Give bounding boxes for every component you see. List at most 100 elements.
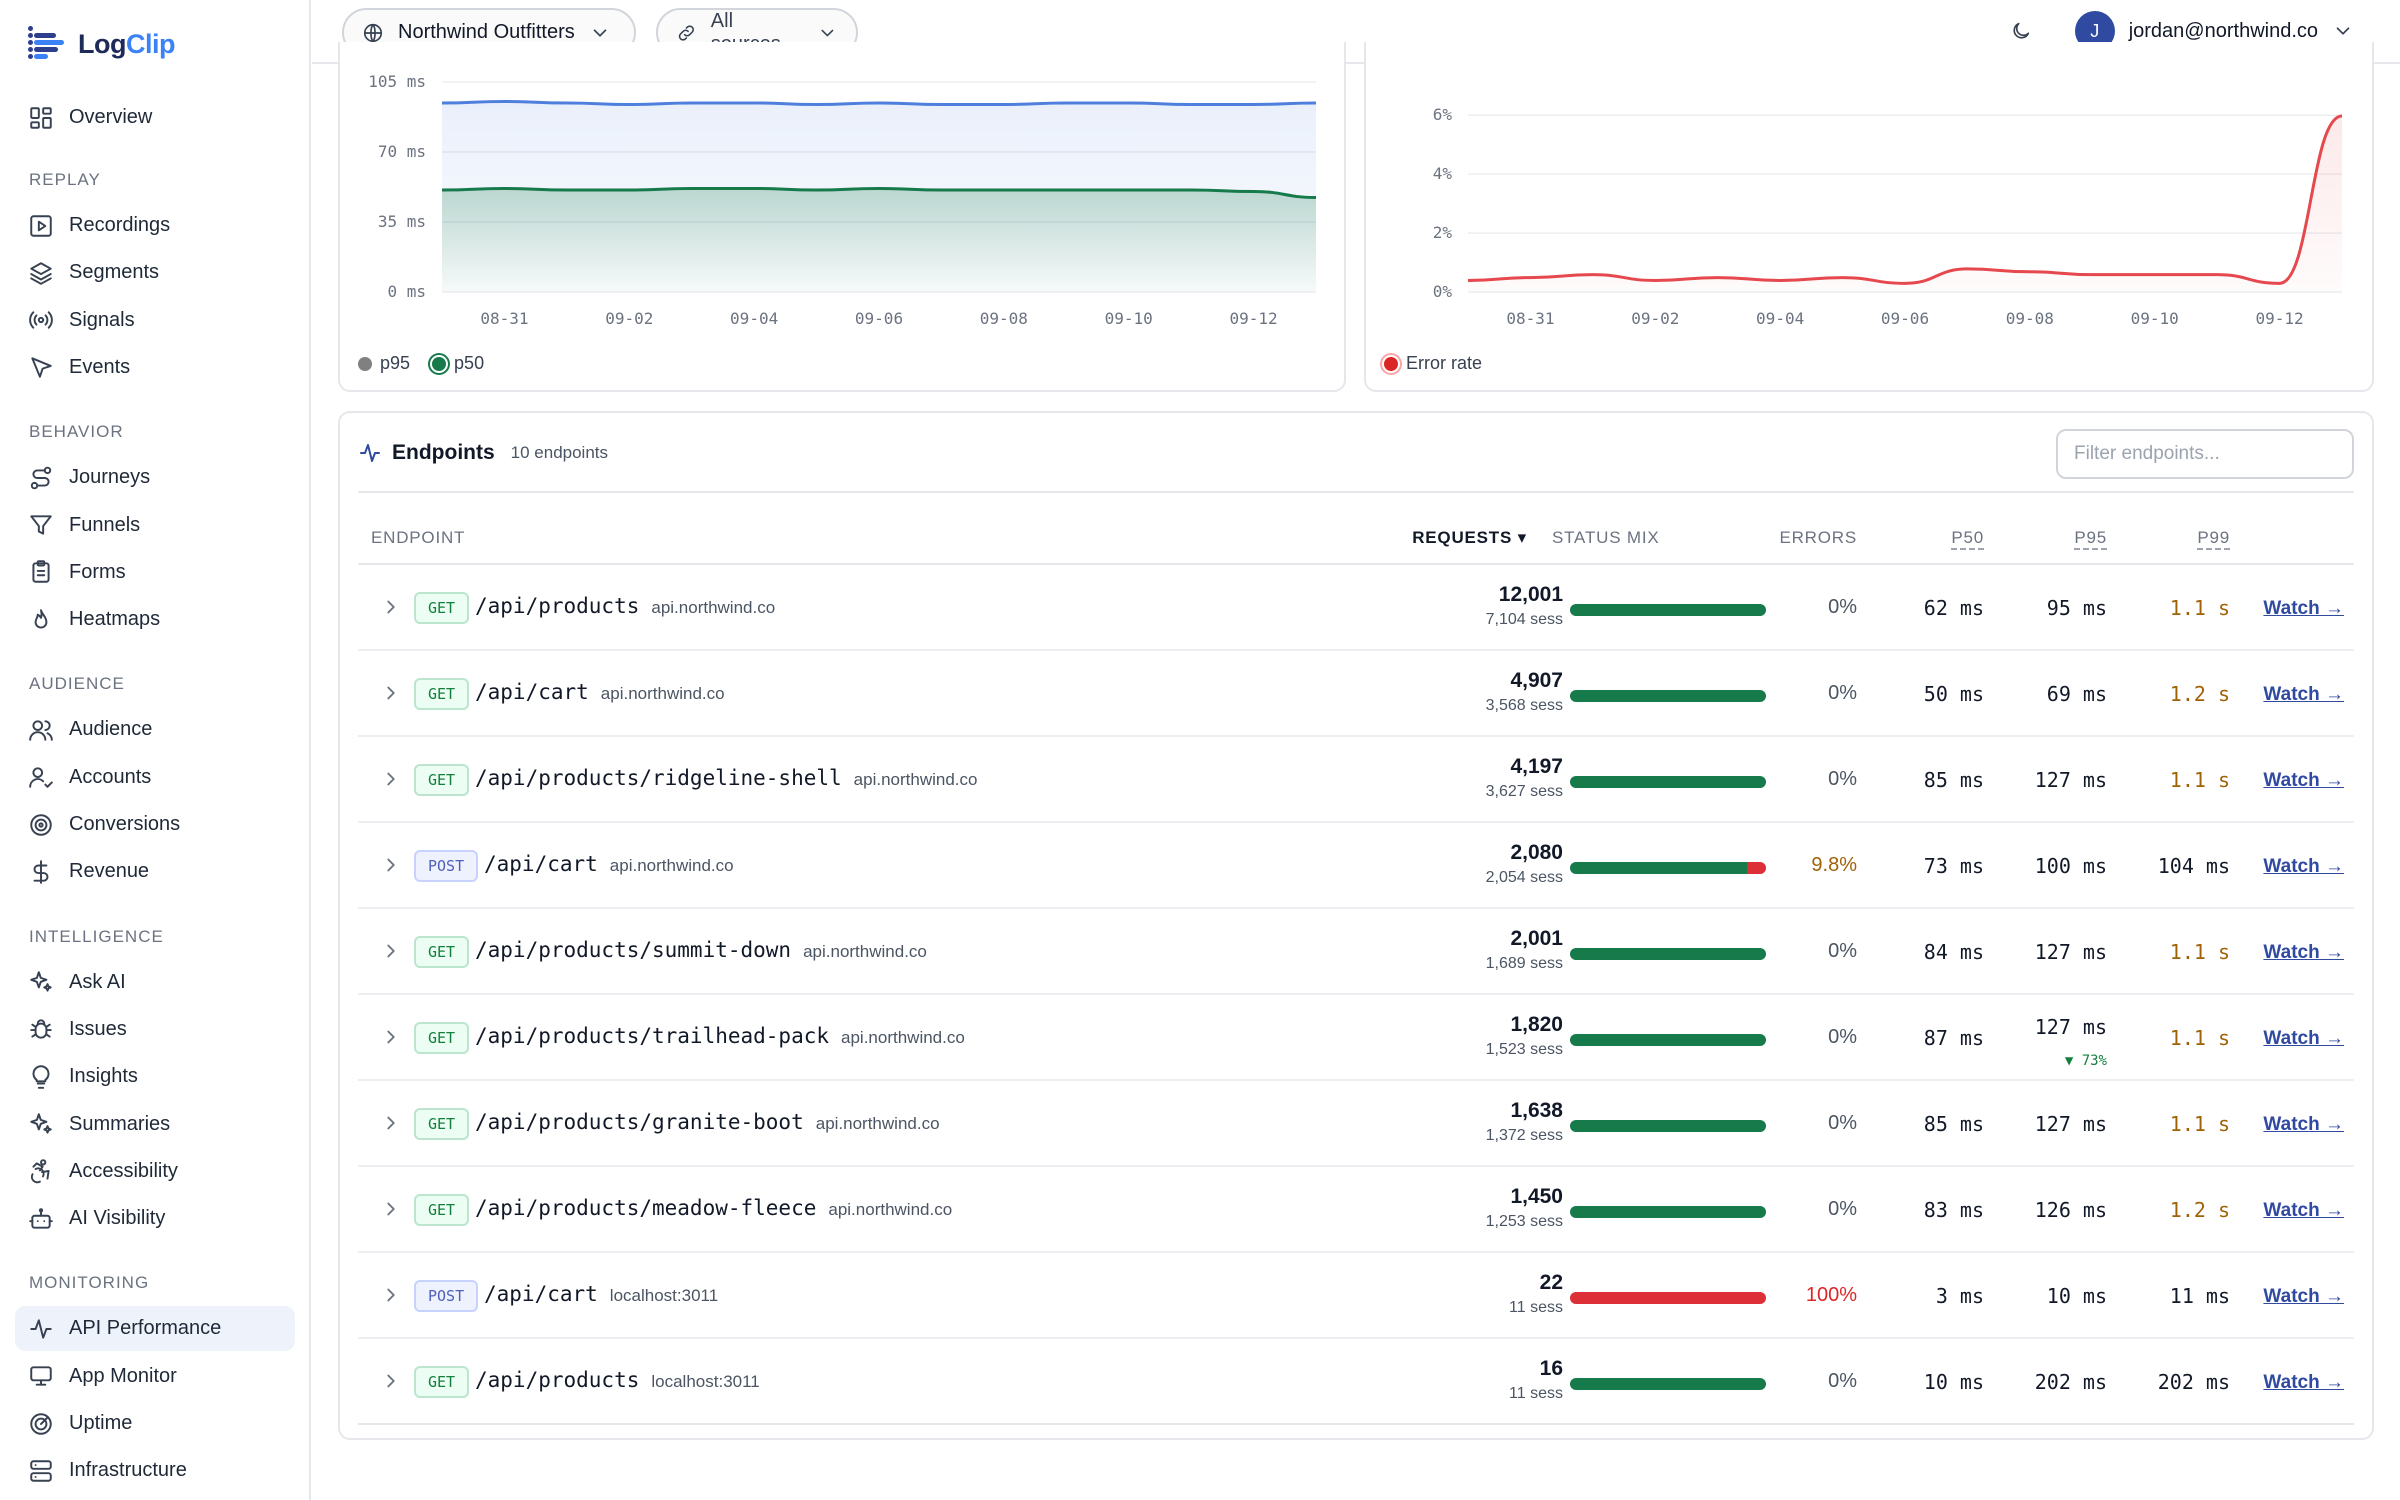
sidebar-item-accounts[interactable]: Accounts (15, 755, 295, 800)
expand-row-button[interactable] (380, 854, 402, 876)
expand-row-button[interactable] (380, 1370, 402, 1392)
play-square-icon (27, 212, 55, 240)
sidebar-item-signals[interactable]: Signals (15, 298, 295, 343)
theme-toggle-button[interactable] (2010, 20, 2032, 47)
table-row[interactable]: GET/api/products/ridgeline-shell api.nort… (358, 737, 2354, 823)
logo[interactable]: LogClip (28, 24, 175, 64)
x-tick-label: 09-12 (2255, 309, 2303, 328)
p50-latency: 3 ms (1935, 1284, 1984, 1308)
method-badge: POST (414, 850, 479, 882)
watch-link[interactable]: Watch → (2263, 1372, 2344, 1393)
sidebar-item-uptime[interactable]: Uptime (15, 1401, 295, 1446)
sidebar-item-label: Summaries (69, 1112, 171, 1135)
sidebar-item-accessibility[interactable]: Accessibility (15, 1149, 295, 1194)
server-icon (27, 1457, 55, 1485)
expand-row-button[interactable] (380, 1112, 402, 1134)
method-badge: GET (414, 1108, 470, 1140)
legend-item-p95[interactable]: p95 (358, 353, 410, 374)
sidebar-item-ask-ai[interactable]: Ask AI (15, 960, 295, 1005)
sidebar-item-audience[interactable]: Audience (15, 707, 295, 752)
watch-link[interactable]: Watch → (2263, 856, 2344, 877)
sidebar-item-summaries[interactable]: Summaries (15, 1102, 295, 1147)
error-rate: 0% (1828, 1198, 1857, 1220)
column-header-requests[interactable]: REQUESTS ▾ (1412, 528, 1527, 547)
legend-item-error-rate[interactable]: Error rate (1384, 353, 1482, 374)
p95-delta: ▼ 73% (2064, 1053, 2107, 1069)
endpoint-path: /api/cart api.northwind.co (484, 852, 734, 876)
series-line-error-rate[interactable] (1467, 114, 2343, 285)
watch-link[interactable]: Watch → (2263, 1114, 2344, 1135)
column-header-p50[interactable]: P50 (1951, 528, 1984, 550)
sidebar-item-api-performance[interactable]: API Performance (15, 1306, 295, 1352)
sidebar-item-label: Events (69, 355, 131, 378)
watch-link[interactable]: Watch → (2263, 1028, 2344, 1049)
expand-row-button[interactable] (380, 768, 402, 790)
expand-row-button[interactable] (380, 1026, 402, 1048)
expand-row-button[interactable] (380, 596, 402, 618)
expand-row-button[interactable] (380, 940, 402, 962)
request-count: 1,820 (1510, 1013, 1563, 1036)
table-row[interactable]: GET/api/products/trailhead-pack api.north… (358, 995, 2354, 1081)
series-line-p95[interactable] (441, 99, 1317, 107)
sidebar-item-infrastructure[interactable]: Infrastructure (15, 1448, 295, 1493)
requests-cell: 12,001 7,104 sess (1486, 583, 1563, 629)
link-icon (678, 24, 694, 41)
watch-link[interactable]: Watch → (2263, 770, 2344, 791)
watch-link[interactable]: Watch → (2263, 598, 2344, 619)
status-mix-bar (1570, 776, 1766, 788)
watch-link[interactable]: Watch → (2263, 1200, 2344, 1221)
error-rate: 0% (1828, 940, 1857, 962)
table-row[interactable]: GET/api/products/granite-boot api.northwi… (358, 1081, 2354, 1167)
legend-item-p50[interactable]: p50 (432, 353, 484, 374)
expand-row-button[interactable] (380, 1198, 402, 1220)
sidebar-item-issues[interactable]: Issues (15, 1007, 295, 1052)
endpoint-path: /api/cart api.northwind.co (475, 680, 725, 704)
expand-row-button[interactable] (380, 1284, 402, 1306)
column-header-status-mix[interactable]: STATUS MIX (1552, 528, 1660, 547)
sidebar-item-journeys[interactable]: Journeys (15, 455, 295, 500)
watch-link[interactable]: Watch → (2263, 942, 2344, 963)
table-row[interactable]: POST/api/cart localhost:3011 22 11 sess 100%… (358, 1253, 2354, 1339)
table-row[interactable]: GET/api/products localhost:3011 16 11 sess 0… (358, 1339, 2354, 1425)
column-header-errors[interactable]: ERRORS (1779, 528, 1857, 547)
sidebar-item-forms[interactable]: Forms (15, 550, 295, 595)
sidebar-item-conversions[interactable]: Conversions (15, 802, 295, 847)
method-badge: GET (414, 1366, 470, 1398)
status-mix-ok (1570, 1034, 1766, 1046)
series-line-p50[interactable] (441, 186, 1317, 199)
request-count: 4,907 (1510, 669, 1563, 692)
bot-icon (27, 1205, 55, 1233)
watch-link[interactable]: Watch → (2263, 1286, 2344, 1307)
status-mix-ok (1570, 948, 1766, 960)
filter-endpoints-input[interactable] (2056, 429, 2354, 479)
sidebar-item-ai-visibility[interactable]: AI Visibility (15, 1196, 295, 1241)
endpoint-path-text: /api/products/trailhead-pack (475, 1024, 830, 1048)
sidebar-item-insights[interactable]: Insights (15, 1054, 295, 1099)
sidebar-item-app-monitor[interactable]: App Monitor (15, 1354, 295, 1399)
user-menu[interactable]: J jordan@northwind.co (2074, 11, 2354, 51)
table-row[interactable]: POST/api/cart api.northwind.co 2,080 2,054 … (358, 823, 2354, 909)
user-email: jordan@northwind.co (2128, 19, 2318, 42)
sidebar-item-events[interactable]: Events (15, 345, 295, 390)
table-row[interactable]: GET/api/products api.northwind.co 12,001 7,… (358, 565, 2354, 651)
table-row[interactable]: GET/api/products/meadow-fleece api.northw… (358, 1167, 2354, 1253)
sidebar-item-recordings[interactable]: Recordings (15, 203, 295, 248)
endpoint-path: /api/products api.northwind.co (475, 594, 775, 618)
table-row[interactable]: GET/api/products/summit-down api.northwin… (358, 909, 2354, 995)
column-header-endpoint[interactable]: ENDPOINT (371, 528, 466, 547)
request-count: 2,001 (1510, 927, 1563, 950)
sidebar-item-revenue[interactable]: Revenue (15, 849, 295, 894)
sidebar-item-overview[interactable]: Overview (15, 95, 295, 140)
sidebar-item-funnels[interactable]: Funnels (15, 503, 295, 548)
table-row[interactable]: GET/api/cart api.northwind.co 4,907 3,568 s… (358, 651, 2354, 737)
column-header-p99[interactable]: P99 (2197, 528, 2230, 550)
sidebar-item-segments[interactable]: Segments (15, 250, 295, 295)
expand-row-button[interactable] (380, 682, 402, 704)
watch-link[interactable]: Watch → (2263, 684, 2344, 705)
requests-cell: 16 11 sess (1509, 1357, 1563, 1403)
column-header-p95[interactable]: P95 (2074, 528, 2107, 550)
requests-cell: 2,001 1,689 sess (1486, 927, 1563, 973)
method-badge: GET (414, 678, 470, 710)
endpoint-host: localhost:3011 (651, 1372, 760, 1391)
sidebar-item-heatmaps[interactable]: Heatmaps (15, 597, 295, 642)
